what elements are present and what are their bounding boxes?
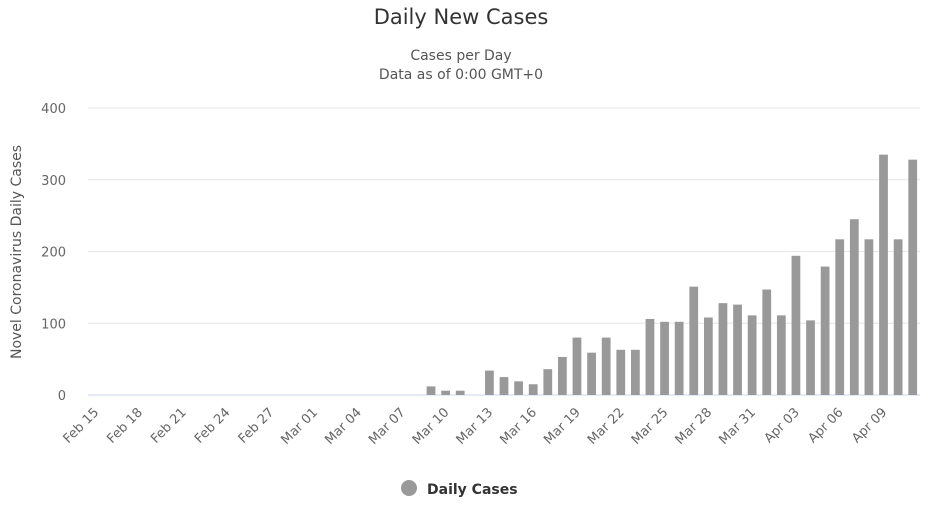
x-tick-label: Apr 03: [762, 405, 803, 446]
bar: [849, 219, 859, 395]
x-tick-label: Mar 01: [279, 405, 322, 448]
bar: [499, 377, 509, 395]
x-tick-label: Feb 21: [148, 405, 190, 447]
x-tick-label: Mar 31: [716, 405, 759, 448]
bar: [645, 318, 655, 395]
x-tick-label: Feb 24: [192, 405, 234, 447]
bar: [718, 303, 728, 395]
x-tick-label: Feb 27: [236, 405, 278, 447]
legend-label: Daily Cases: [427, 482, 518, 498]
legend-marker: [401, 480, 417, 496]
x-tick-label: Apr 09: [849, 405, 890, 446]
bar: [893, 239, 903, 395]
bar: [689, 286, 699, 395]
x-tick-label: Feb 18: [104, 405, 146, 447]
bar: [528, 384, 538, 395]
bar: [514, 381, 523, 395]
y-tick-label: 400: [41, 102, 66, 117]
bar: [558, 356, 567, 395]
bar: [587, 352, 596, 395]
y-tick-label: 300: [41, 174, 66, 189]
x-tick-label: Mar 28: [673, 405, 716, 448]
x-tick-label: Mar 16: [497, 405, 540, 448]
bar: [703, 317, 713, 395]
bar: [616, 349, 626, 395]
bar: [820, 266, 830, 395]
bar: [426, 386, 436, 395]
bar: [908, 159, 918, 395]
bar: [747, 315, 757, 395]
bar: [630, 349, 640, 395]
y-axis-label: Novel Coronavirus Daily Cases: [9, 145, 25, 359]
bar: [835, 239, 845, 395]
x-tick-label: Mar 10: [410, 405, 453, 448]
bar: [791, 255, 801, 395]
chart-subtitle: Data as of 0:00 GMT+0: [379, 67, 543, 83]
bar: [572, 337, 582, 395]
bar: [674, 321, 684, 395]
bar: [455, 390, 465, 395]
y-tick-label: 100: [41, 317, 66, 332]
bar: [601, 337, 611, 395]
x-tick-label: Mar 25: [629, 405, 672, 448]
chart-title: Daily New Cases: [374, 5, 549, 29]
x-tick-label: Mar 04: [322, 405, 365, 448]
bar: [441, 390, 450, 395]
x-tick-label: Mar 22: [585, 405, 628, 448]
x-tick-label: Mar 07: [366, 405, 409, 448]
x-tick-label: Mar 13: [454, 405, 497, 448]
bar: [485, 370, 494, 395]
x-tick-label: Feb 15: [61, 405, 103, 447]
bar: [733, 304, 742, 395]
x-tick-label: Mar 19: [541, 405, 584, 448]
bar: [660, 321, 669, 395]
bar: [864, 239, 874, 395]
chart-subtitle: Cases per Day: [410, 48, 511, 64]
y-tick-label: 0: [58, 389, 66, 404]
bar: [543, 369, 553, 395]
y-tick-label: 200: [41, 246, 66, 261]
bar: [762, 289, 772, 395]
bar: [879, 154, 888, 395]
bar: [776, 315, 786, 395]
x-tick-label: Apr 06: [805, 405, 846, 446]
bar: [806, 320, 815, 395]
